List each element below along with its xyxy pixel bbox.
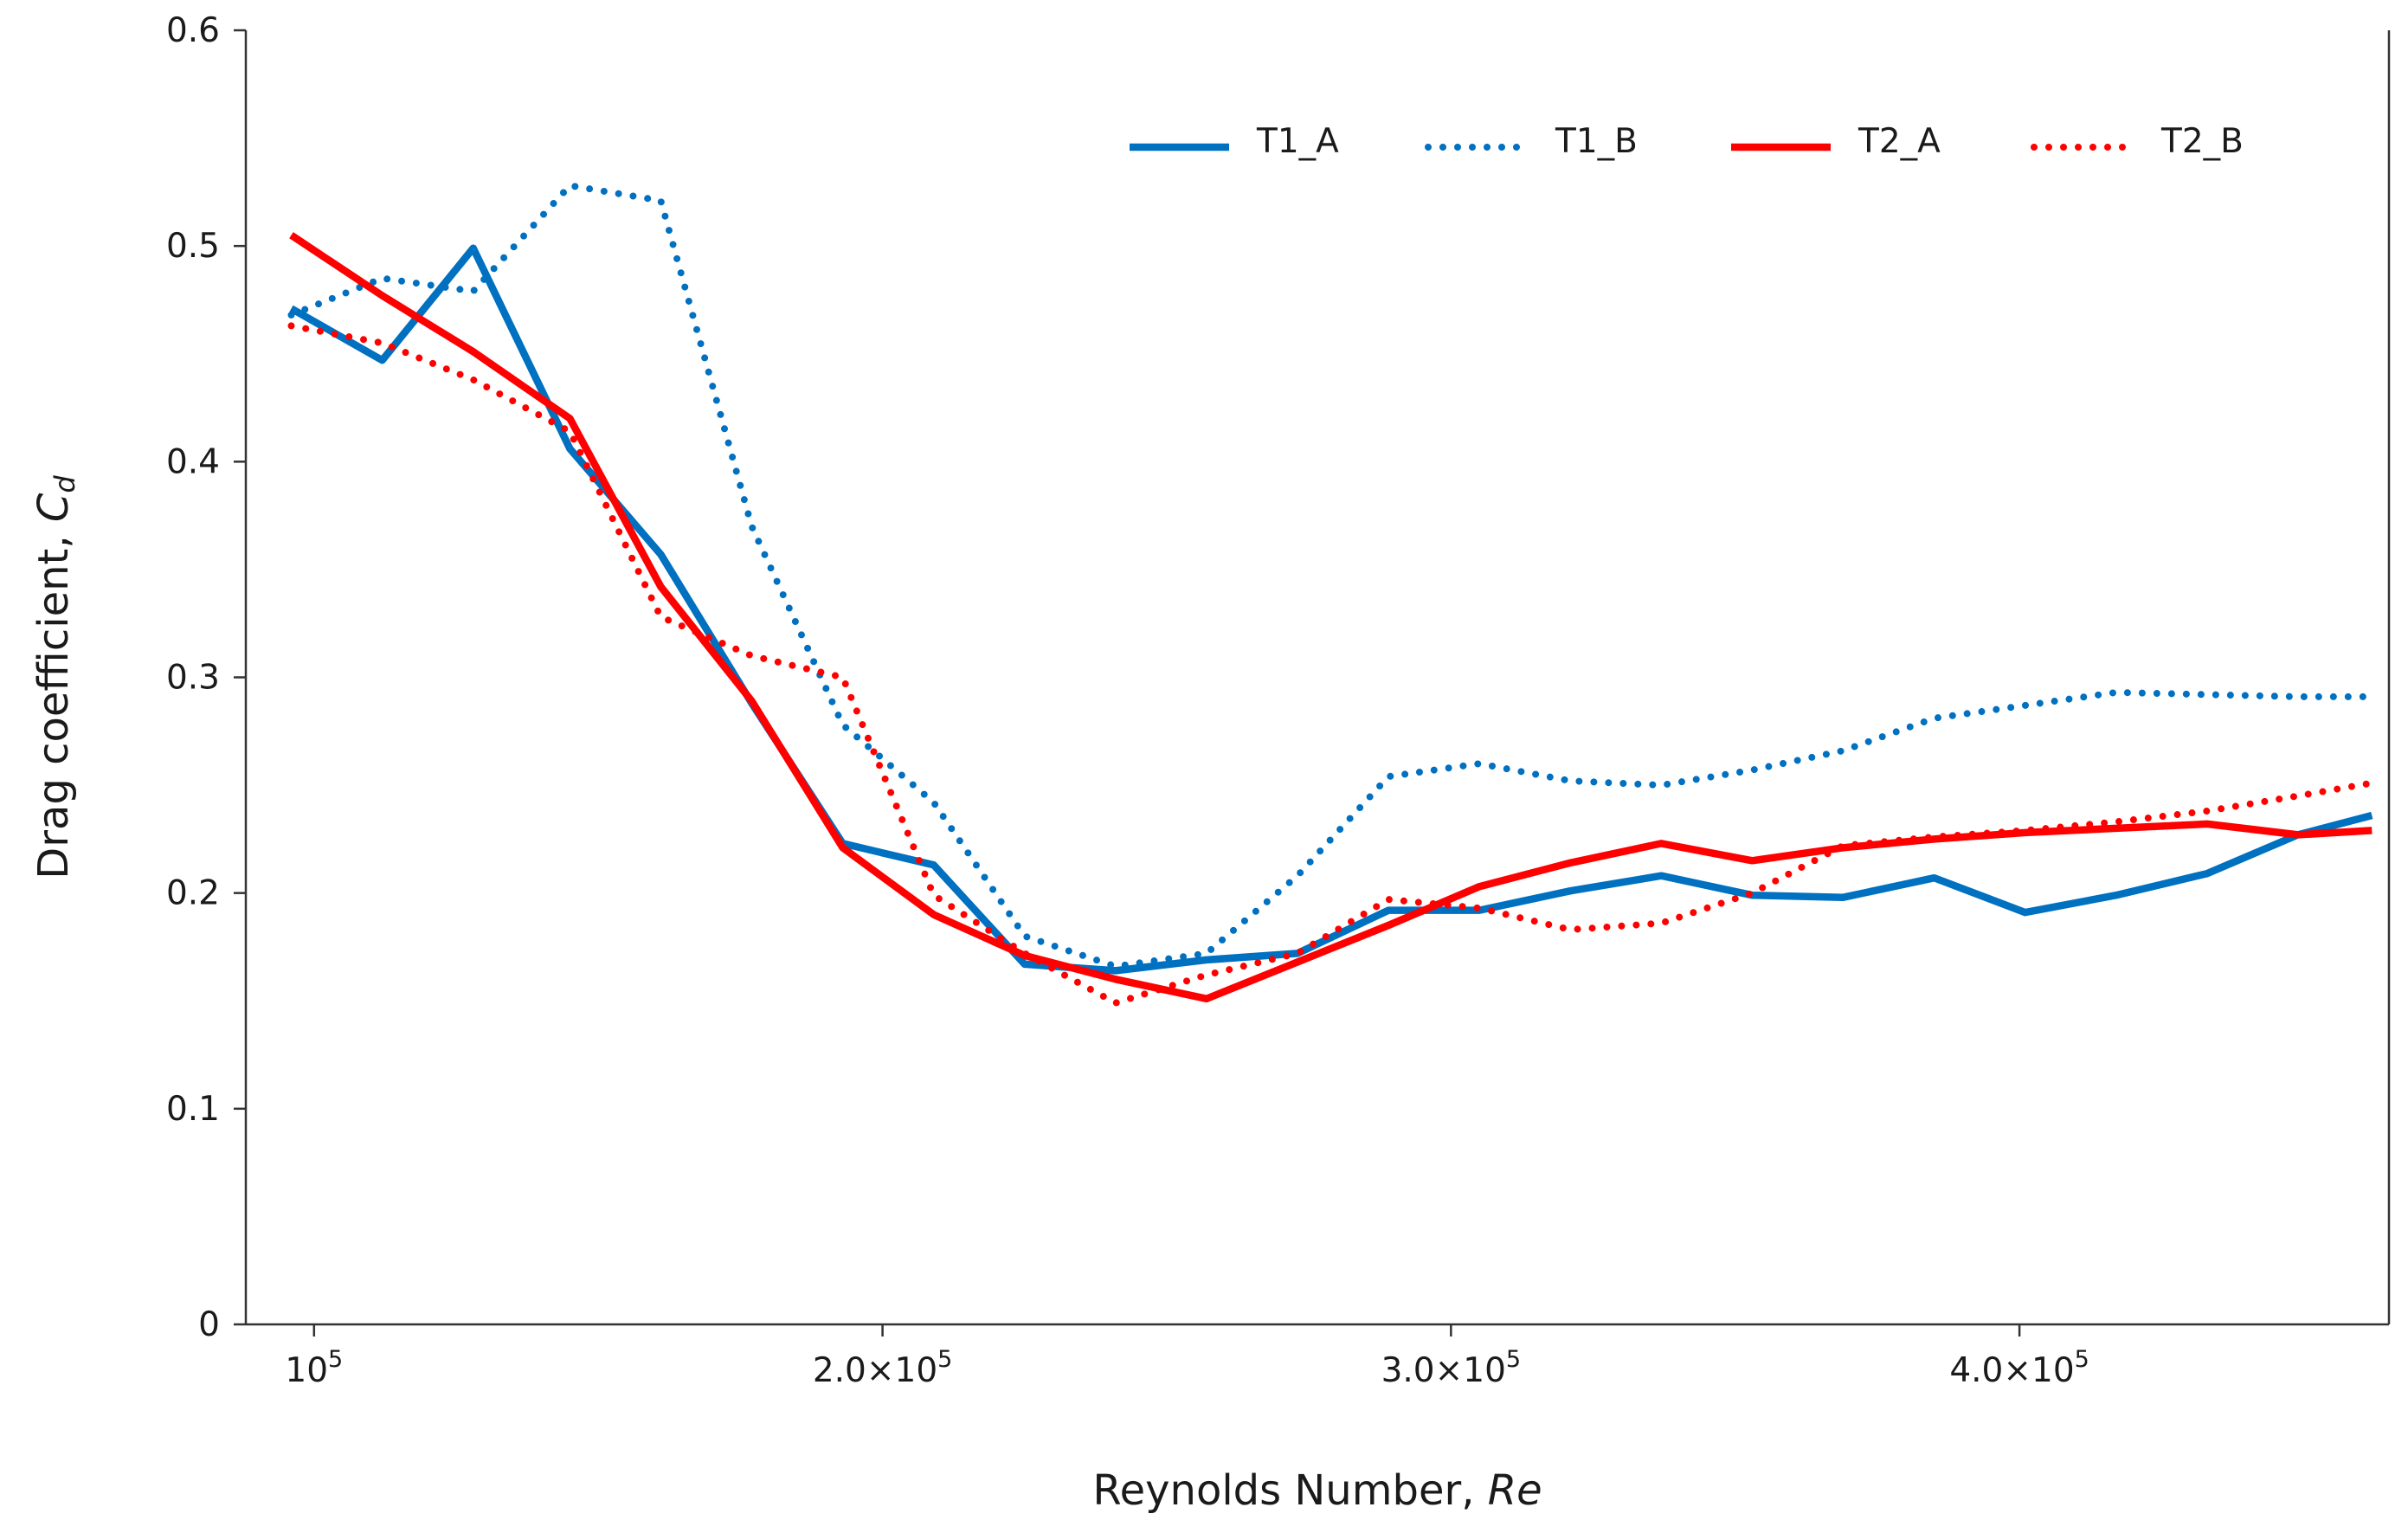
legend: T1_A T1_B T2_A T2_B	[1130, 122, 2244, 161]
x-axis-title-main: Reynolds Number,	[1092, 1466, 1487, 1515]
y-axis-title-variable: C	[29, 493, 78, 522]
series-line-t1-b	[287, 182, 2376, 970]
x-axis-ticks: 105 2.0×105 3.0×105 4.0×105	[285, 1324, 2089, 1390]
legend-label: T2_B	[2160, 122, 2244, 161]
x-tick-label: 2.0×105	[813, 1346, 953, 1390]
legend-label: T2_A	[1858, 122, 1941, 161]
y-axis-title-main: Drag coefficient,	[29, 522, 78, 879]
x-tick-exponent: 5	[1506, 1346, 1521, 1373]
y-tick-label: 0.2	[166, 874, 220, 913]
legend-label: T1_B	[1555, 122, 1638, 161]
series-layer	[287, 182, 2376, 1007]
y-tick-label: 0.4	[166, 442, 220, 481]
x-axis-title-variable: Re	[1488, 1466, 1542, 1515]
series-line-t1-a	[289, 244, 2373, 975]
x-tick-exponent: 5	[2075, 1346, 2089, 1373]
series-line-t2-a	[289, 232, 2373, 1003]
x-tick-exponent: 5	[328, 1346, 343, 1373]
y-tick-label: 0.5	[166, 227, 220, 266]
legend-label: T1_A	[1256, 122, 1339, 161]
x-tick-mantissa: 3.0×10	[1381, 1351, 1506, 1390]
y-axis-ticks: 0 0.1 0.2 0.3 0.4 0.5 0.6	[166, 11, 246, 1344]
y-tick-label: 0.1	[166, 1090, 220, 1129]
y-tick-label: 0	[198, 1305, 220, 1344]
x-tick-label: 3.0×105	[1381, 1346, 1522, 1390]
x-tick-mantissa: 10	[285, 1351, 328, 1390]
x-tick-exponent: 5	[937, 1346, 952, 1373]
series-line-t2-b	[287, 322, 2376, 1007]
x-tick-label: 105	[285, 1346, 343, 1390]
x-tick-mantissa: 4.0×10	[1949, 1351, 2074, 1390]
y-axis-title-subscript: d	[48, 475, 81, 493]
x-tick-label: 4.0×105	[1949, 1346, 2089, 1390]
x-tick-mantissa: 2.0×10	[813, 1351, 937, 1390]
y-tick-label: 0.6	[166, 11, 220, 50]
y-tick-label: 0.3	[166, 659, 220, 698]
y-axis-title: Drag coefficient, Cd	[29, 475, 81, 879]
x-axis-title: Reynolds Number, Re	[1092, 1466, 1542, 1515]
